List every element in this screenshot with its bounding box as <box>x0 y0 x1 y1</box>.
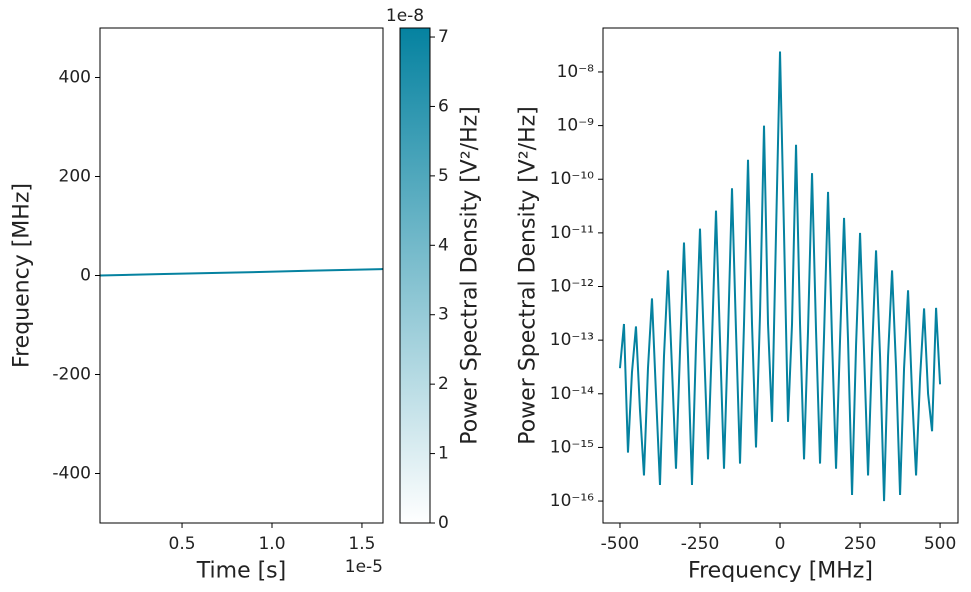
colorbar-offset-label: 1e-8 <box>386 6 424 26</box>
y-tick-label: 10⁻⁹ <box>557 116 595 136</box>
y-tick-label: 10⁻¹⁵ <box>550 437 594 457</box>
y-tick-label: 10⁻¹³ <box>550 330 594 350</box>
x-tick-label: -250 <box>681 534 720 554</box>
colorbar-tick-label: 4 <box>438 235 449 255</box>
x-axis-label: Time [s] <box>196 559 286 584</box>
y-tick-label: 0 <box>80 266 91 286</box>
colorbar-tick-label: 2 <box>438 374 449 394</box>
y-tick-label: 10⁻¹⁰ <box>550 169 594 189</box>
chirp-track <box>99 268 384 277</box>
colorbar-tick-label: 7 <box>438 27 449 47</box>
x-offset-label: 1e-5 <box>345 557 383 577</box>
x-tick-label: 1.0 <box>258 534 285 554</box>
y-tick-label: 10⁻⁸ <box>557 62 595 82</box>
y-tick-label: 10⁻¹¹ <box>550 223 594 243</box>
colorbar-tick-label: 5 <box>438 166 449 186</box>
colorbar-tick-label: 0 <box>438 513 449 533</box>
y-tick-label: 10⁻¹² <box>550 277 594 297</box>
x-tick-label: 0 <box>775 534 786 554</box>
y-tick-label: 10⁻¹⁴ <box>550 384 594 404</box>
y-tick-label: 400 <box>59 68 91 88</box>
colorbar-label: Power Spectral Density [V²/Hz] <box>458 106 483 445</box>
colorbar-tick-label: 6 <box>438 96 449 116</box>
x-tick-label: 250 <box>844 534 876 554</box>
x-tick-label: 0.5 <box>169 534 196 554</box>
y-axis-label: Frequency [MHz] <box>10 183 35 368</box>
colorbar-tick-label: 3 <box>438 305 449 325</box>
colorbar <box>399 27 431 524</box>
y-tick-label: 200 <box>59 167 91 187</box>
colorbar-tick-label: 1 <box>438 444 449 464</box>
y-tick-label: 10⁻¹⁶ <box>550 491 594 511</box>
y-tick-label: -200 <box>52 365 91 385</box>
x-tick-label: -500 <box>601 534 640 554</box>
x-tick-label: 1.5 <box>348 534 375 554</box>
y-axis-label: Power Spectral Density [V²/Hz] <box>516 106 541 445</box>
y-tick-label: -400 <box>52 464 91 484</box>
x-tick-label: 500 <box>924 534 956 554</box>
x-axis-label: Frequency [MHz] <box>688 559 873 584</box>
psd-line <box>618 51 942 502</box>
